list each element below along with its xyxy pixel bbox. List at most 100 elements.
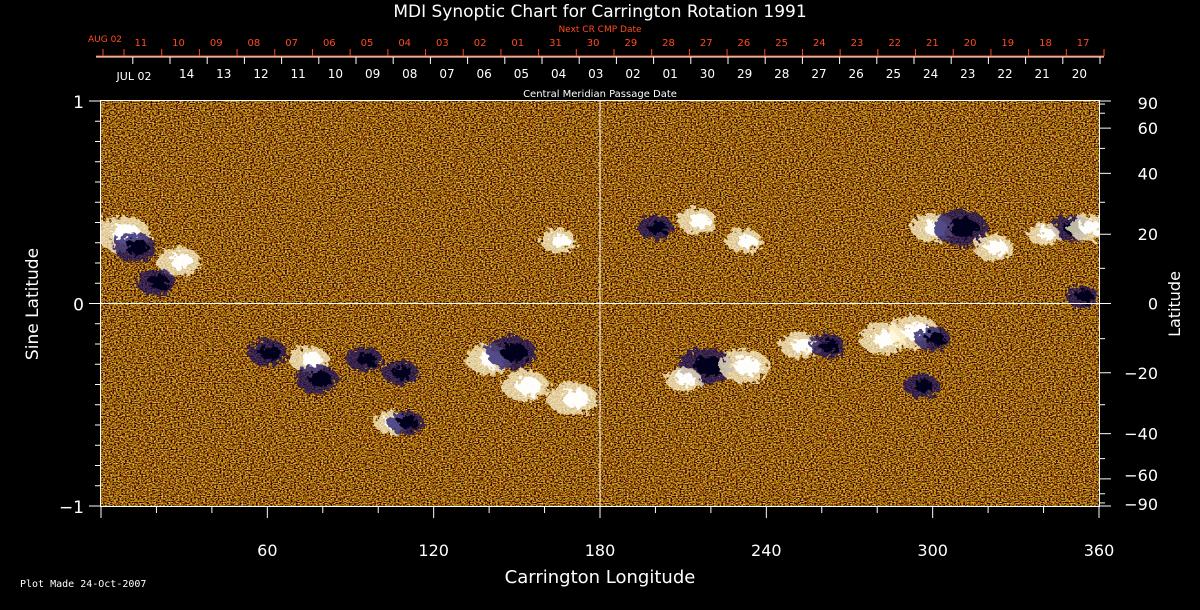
cmp-date-label: 07 — [439, 67, 454, 81]
next-cmp-date-label: 07 — [285, 38, 298, 49]
y-axis-left-label: Sine Latitude — [23, 248, 43, 360]
active-region-core-positive — [300, 352, 323, 367]
active-region-core-positive — [551, 234, 571, 248]
active-region-core-negative — [820, 339, 840, 353]
next-cmp-date-label: 23 — [851, 38, 864, 49]
active-region-core-negative — [259, 345, 281, 360]
cmp-date-label: 04 — [551, 67, 566, 81]
y-left-tick-label: −1 — [59, 498, 84, 518]
active-region-core-negative — [357, 352, 377, 366]
x-tick-label: 360 — [1084, 541, 1115, 560]
plot-made-footer: Plot Made 24-Oct-2007 — [20, 579, 147, 590]
next-cmp-date-label: 03 — [436, 38, 449, 49]
active-region-core-positive — [169, 253, 194, 270]
next-cmp-date-label: 21 — [926, 38, 939, 49]
y-axis-right: 90 60 40 20 0 −20 −40 −60 −90 — [1100, 94, 1158, 514]
top-axis-cmp-ticks: 14 13 12 11 10 09 08 07 06 05 04 03 02 01 30 29 28 27 26 25… — [132, 57, 1101, 81]
next-cmp-date-label: 06 — [323, 38, 336, 49]
cmp-date-label: 09 — [365, 67, 380, 81]
cmp-date-label: 05 — [514, 67, 529, 81]
y-right-tick-label: −20 — [1124, 364, 1158, 383]
active-region-core-positive — [1037, 228, 1055, 241]
cmp-date-label: 23 — [960, 67, 975, 81]
y-right-tick-label: −40 — [1124, 425, 1158, 444]
active-region-core-positive — [562, 389, 590, 408]
active-regions — [101, 207, 1099, 435]
active-region-core-positive — [736, 234, 757, 248]
active-region-core-negative — [393, 366, 413, 380]
chart-title: MDI Synoptic Chart for Carrington Rotati… — [393, 2, 806, 22]
active-region-core-negative — [648, 221, 668, 235]
x-axis-label: Carrington Longitude — [505, 567, 696, 588]
x-tick-label: 120 — [418, 541, 449, 560]
cmp-date-label: 06 — [477, 67, 492, 81]
active-region-core-negative — [1075, 290, 1094, 303]
x-tick-label: 180 — [585, 541, 616, 560]
next-cmp-date-label: 05 — [361, 38, 374, 49]
active-region-core-positive — [791, 338, 813, 353]
cmp-date-label: 21 — [1035, 67, 1050, 81]
active-region-core-negative — [398, 415, 418, 430]
next-cmp-date-label: 20 — [964, 38, 977, 49]
next-cmp-date-label: 25 — [775, 38, 788, 49]
active-region-core-positive — [675, 372, 696, 386]
next-cmp-date-label: 29 — [624, 38, 637, 49]
y-axis-right-label: Latitude — [1165, 271, 1184, 337]
next-cmp-date-label: 17 — [1077, 38, 1090, 49]
cmp-date-label: 01 — [663, 67, 678, 81]
next-cmp-date-label: 04 — [398, 38, 411, 49]
x-tick-label: 300 — [917, 541, 948, 560]
cmp-date-label: 03 — [588, 67, 603, 81]
cmp-date-label: 10 — [328, 67, 343, 81]
cmp-date-label: 08 — [402, 67, 417, 81]
cmp-date-label: 13 — [216, 67, 231, 81]
cmp-date-label: 29 — [737, 67, 752, 81]
cmp-date-label: 20 — [1072, 67, 1087, 81]
next-cmp-date-label: 31 — [549, 38, 562, 49]
active-region-core-negative — [914, 379, 934, 393]
next-cmp-date-label: 30 — [587, 38, 600, 49]
cmp-date-label: 24 — [923, 67, 938, 81]
top-axis-next-start-label: AUG 02 — [88, 35, 122, 45]
top-axis-next-ticks: 11 10 09 08 07 06 05 04 03 02 01 31 30 29 28 27 26 25 24 23… — [102, 38, 1105, 56]
next-cmp-date-label: 19 — [1001, 38, 1014, 49]
active-region-core-negative — [501, 343, 529, 362]
y-axis-left: 1 0 −1 — [59, 93, 100, 518]
top-axis-next-label: Next CR CMP Date — [558, 25, 642, 35]
x-axis: 60 120 180 240 300 360 — [100, 506, 1115, 560]
next-cmp-date-label: 26 — [738, 38, 751, 49]
next-cmp-date-label: 28 — [662, 38, 675, 49]
active-region-core-negative — [694, 356, 724, 376]
y-right-tick-label: 40 — [1138, 164, 1158, 183]
active-region-core-negative — [949, 217, 979, 238]
active-region-core-positive — [515, 377, 541, 395]
next-cmp-date-label: 22 — [888, 38, 901, 49]
y-right-tick-label: −60 — [1124, 466, 1158, 485]
next-cmp-date-label: 02 — [474, 38, 487, 49]
next-cmp-date-label: 18 — [1039, 38, 1052, 49]
cmp-date-label: 11 — [291, 67, 306, 81]
x-tick-label: 240 — [751, 541, 782, 560]
top-axis-cmp-label: Central Meridian Passage Date — [523, 89, 677, 100]
y-right-tick-label: 60 — [1138, 119, 1158, 138]
next-cmp-date-label: 24 — [813, 38, 826, 49]
next-cmp-date-label: 01 — [511, 38, 524, 49]
next-cmp-date-label: 09 — [210, 38, 223, 49]
next-cmp-date-label: 27 — [700, 38, 713, 49]
cmp-date-label: 27 — [811, 67, 826, 81]
cmp-date-label: 25 — [886, 67, 901, 81]
cmp-date-label: 14 — [179, 67, 194, 81]
next-cmp-date-label: 08 — [248, 38, 261, 49]
active-region-core-positive — [1079, 220, 1099, 235]
active-region-core-negative — [125, 239, 149, 256]
y-right-tick-label: 0 — [1148, 295, 1158, 314]
active-region-core-positive — [985, 240, 1007, 255]
cmp-date-label: 28 — [774, 67, 789, 81]
y-right-tick-label: 90 — [1138, 94, 1158, 113]
active-region-core-positive — [734, 356, 761, 376]
x-tick-label: 60 — [257, 541, 277, 560]
grid-lines — [101, 101, 1099, 506]
cmp-date-label: 12 — [253, 67, 268, 81]
cmp-date-label: 30 — [700, 67, 715, 81]
